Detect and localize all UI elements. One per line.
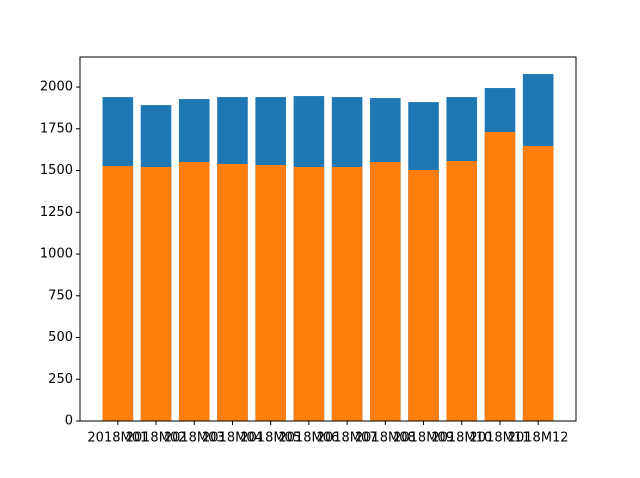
- x-tick-label: 2018M09: [393, 431, 454, 446]
- y-tick-label: 500: [48, 330, 73, 345]
- bar: [178, 162, 210, 421]
- x-tick-label: 2018M01: [87, 431, 148, 446]
- bar: [102, 166, 134, 421]
- y-tick-label: 1250: [40, 205, 73, 220]
- bar: [408, 170, 439, 421]
- x-tick-label: 2018M08: [355, 431, 416, 446]
- bar: [446, 161, 478, 421]
- y-tick-label: 1750: [40, 121, 73, 136]
- bar: [370, 162, 401, 421]
- x-tick-label: 2018M06: [278, 431, 339, 446]
- bar: [255, 165, 286, 421]
- y-tick-label: 1500: [40, 163, 73, 178]
- bar: [484, 131, 516, 421]
- bar: [293, 167, 325, 421]
- x-tick-label: 2018M04: [202, 431, 263, 446]
- x-tick-label: 2018M05: [240, 431, 301, 446]
- x-tick-label: 2018M10: [431, 431, 492, 446]
- bar: [217, 164, 248, 421]
- y-tick-label: 2000: [40, 80, 73, 95]
- x-tick-label: 2018M12: [508, 431, 569, 446]
- bar: [522, 145, 554, 421]
- x-tick-label: 2018M07: [317, 431, 378, 446]
- y-tick-label: 1000: [40, 247, 73, 262]
- plot-frame: [79, 56, 577, 422]
- x-tick-label: 2018M03: [164, 431, 225, 446]
- x-tick-label: 2018M11: [470, 431, 531, 446]
- y-tick-label: 250: [48, 372, 73, 387]
- bar: [331, 167, 363, 421]
- bar: [140, 167, 172, 421]
- x-tick-label: 2018M02: [126, 431, 187, 446]
- y-tick-label: 750: [48, 288, 73, 303]
- y-tick-label: 0: [65, 414, 73, 429]
